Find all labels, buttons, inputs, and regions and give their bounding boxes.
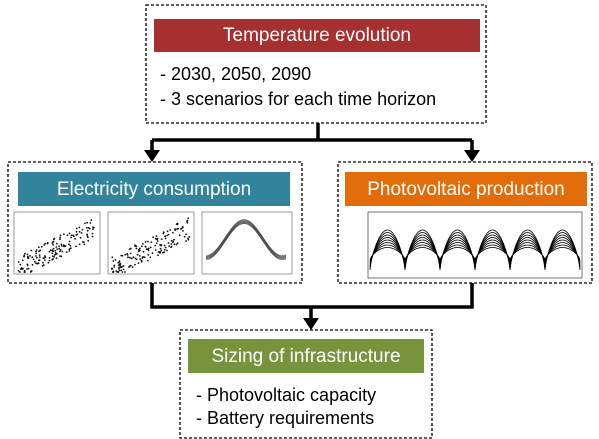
top-title: Temperature evolution — [223, 25, 411, 46]
connectors — [144, 123, 480, 330]
bottom-item: - Battery requirements — [196, 408, 374, 428]
bottom-box — [179, 329, 433, 439]
top-box — [145, 4, 487, 124]
left-title: Electricity consumption — [57, 179, 251, 200]
pv-plot — [369, 229, 581, 271]
pv-plot-frame — [367, 211, 583, 279]
top-header — [154, 19, 480, 52]
left-header — [18, 172, 290, 206]
right-title: Photovoltaic production — [367, 179, 565, 200]
top-item: - 2030, 2050, 2090 — [160, 64, 311, 84]
left-box — [7, 161, 303, 284]
plot-thumbnails — [13, 211, 293, 275]
bottom-item: - Photovoltaic capacity — [196, 385, 376, 405]
bottom-header — [188, 339, 424, 373]
right-header — [345, 172, 587, 206]
top-item: - 3 scenarios for each time horizon — [160, 89, 436, 109]
right-box — [337, 161, 593, 284]
bottom-title: Sizing of infrastructure — [211, 346, 400, 367]
